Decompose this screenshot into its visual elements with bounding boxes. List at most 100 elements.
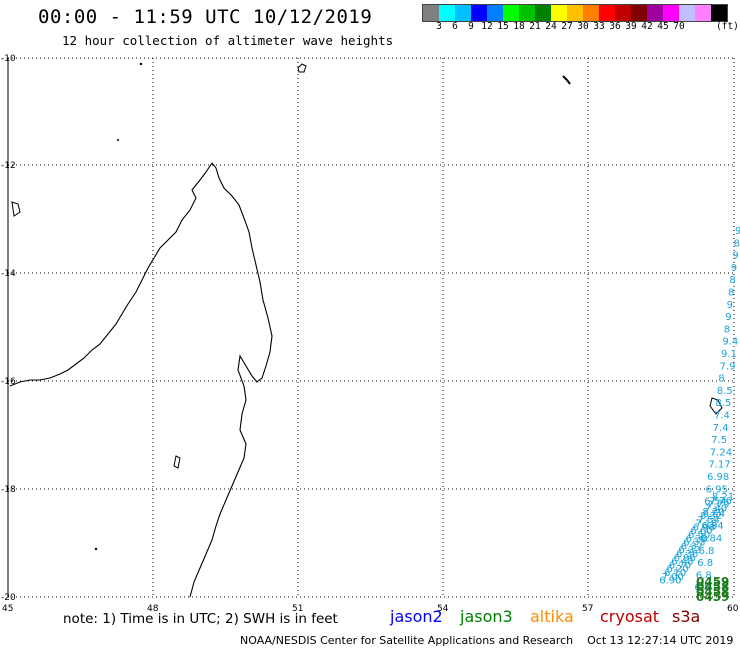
island-marker xyxy=(139,62,143,66)
longitude-label: 57 xyxy=(582,604,593,614)
legend-label: 70 xyxy=(673,21,685,32)
island-marker xyxy=(117,139,119,141)
island-marker xyxy=(11,201,21,217)
island-marker xyxy=(709,397,723,415)
map-title: 00:00 - 11:59 UTC 10/12/2019 xyxy=(38,6,373,28)
legend-label: 39 xyxy=(625,21,637,32)
swh-value: 9 xyxy=(732,251,738,262)
map-gridlines xyxy=(8,57,735,598)
legend-swatch xyxy=(583,5,599,21)
latitude-label: -12 xyxy=(1,161,16,171)
altimeter-track-lower: 8.217.767.797.408.208.327.547.186.966.60… xyxy=(659,492,734,587)
legend-unit: (ft) xyxy=(716,21,739,32)
legend-swatch xyxy=(519,5,535,21)
swh-value: 8 xyxy=(729,275,735,286)
swh-value: 6.84 xyxy=(701,521,723,532)
swh-value: 0459 xyxy=(696,575,729,589)
altimeter-track-upper: 9899889989.49.17.988.58.57.47.47.57.247.… xyxy=(694,226,740,594)
swh-value: 9 xyxy=(727,300,733,311)
island-marker xyxy=(173,455,181,469)
swh-value: 6.95 xyxy=(706,484,728,495)
swh-value: 7.40 xyxy=(705,503,727,514)
swh-value: 7.24 xyxy=(710,447,732,458)
island-marker xyxy=(297,63,307,73)
swh-value: 8 xyxy=(724,324,730,335)
swh-value: 8 xyxy=(718,374,724,385)
swh-value: 7.4 xyxy=(713,423,729,434)
legend-label: 27 xyxy=(561,21,573,32)
swh-value: 9 xyxy=(735,226,740,237)
legend-swatch xyxy=(631,5,647,21)
swh-value: 8.20 xyxy=(702,507,724,518)
swh-value: 7.9 xyxy=(720,361,736,372)
latitude-labels: -10 -12 -14 -16 -18 -20 xyxy=(1,54,16,603)
island-marker xyxy=(562,75,571,85)
swh-value: 6.8 xyxy=(697,558,713,569)
madagascar-west-coast xyxy=(9,162,213,387)
legend-label: 21 xyxy=(529,21,541,32)
swh-value: 7.79 xyxy=(707,500,729,511)
swh-value: 6.50 xyxy=(688,530,710,541)
latitude-label: -18 xyxy=(1,485,16,495)
legend-swatch xyxy=(647,5,663,21)
legend-swatch xyxy=(695,5,711,21)
swh-value: 6.84 xyxy=(700,534,722,545)
swh-value: 6.33 xyxy=(683,538,705,549)
legend-swatch xyxy=(679,5,695,21)
swh-value: 7.5 xyxy=(711,435,727,446)
legend-label: 18 xyxy=(513,21,525,32)
legend-label: 6 xyxy=(452,21,458,32)
swh-value: 6.10 xyxy=(664,568,686,579)
swh-value: 7.00 xyxy=(662,572,684,583)
swh-value: 6.96 xyxy=(674,553,696,564)
swh-value: 9.1 xyxy=(721,349,737,360)
swh-value: 8 xyxy=(728,288,734,299)
map-footer: NOAA/NESDIS Center for Satellite Applica… xyxy=(240,634,734,647)
satellite-jason3: jason3 xyxy=(460,607,513,626)
legend-swatch xyxy=(535,5,551,21)
legend-swatch xyxy=(599,5,615,21)
swh-value: 6.96 xyxy=(693,522,715,533)
legend-label: 24 xyxy=(545,21,557,32)
swh-value: 6.30 xyxy=(686,534,708,545)
legend-label: 3 xyxy=(436,21,442,32)
swh-value: 9 xyxy=(731,263,737,274)
map-note: note: 1) Time is in UTC; 2) SWH is in fe… xyxy=(63,611,338,627)
swh-value: 7.4 xyxy=(714,411,730,422)
swh-value: 6.90 xyxy=(659,576,681,587)
legend-swatch xyxy=(423,5,439,21)
latitude-label: -16 xyxy=(1,377,16,387)
legend-label: 30 xyxy=(577,21,589,32)
island-marker xyxy=(94,547,98,551)
madagascar-coastline xyxy=(189,162,273,598)
legend-label: 9 xyxy=(468,21,474,32)
swh-value: 6.98 xyxy=(707,472,729,483)
swh-value: 9 xyxy=(725,312,731,323)
legend-swatch xyxy=(455,5,471,21)
satellite-s3a: s3a xyxy=(672,607,701,626)
longitude-label: 60 xyxy=(727,604,739,614)
swh-value: 6.70 xyxy=(669,560,691,571)
swh-value: 7.17 xyxy=(708,460,730,471)
longitude-label: 45 xyxy=(2,604,13,614)
swh-value: 6.60 xyxy=(690,526,712,537)
swh-value: 8.32 xyxy=(700,511,722,522)
swh-value: 8 xyxy=(734,238,740,249)
swh-value: 6.48 xyxy=(671,557,693,568)
swh-value: 6.8 xyxy=(699,546,715,557)
satellite-jason2: jason2 xyxy=(390,607,443,626)
swh-value: 0459 xyxy=(696,590,729,604)
legend-label: 12 xyxy=(481,21,493,32)
latitude-label: -10 xyxy=(1,54,16,64)
swh-value: 6.20 xyxy=(666,564,688,575)
swh-value: 8.21 xyxy=(712,492,734,503)
swh-value: 0458 xyxy=(696,585,729,599)
swh-value: 6.37 xyxy=(681,541,703,552)
legend-swatch xyxy=(471,5,487,21)
swh-value: 9.4 xyxy=(722,337,738,348)
legend-swatch xyxy=(503,5,519,21)
legend-label: 36 xyxy=(609,21,621,32)
